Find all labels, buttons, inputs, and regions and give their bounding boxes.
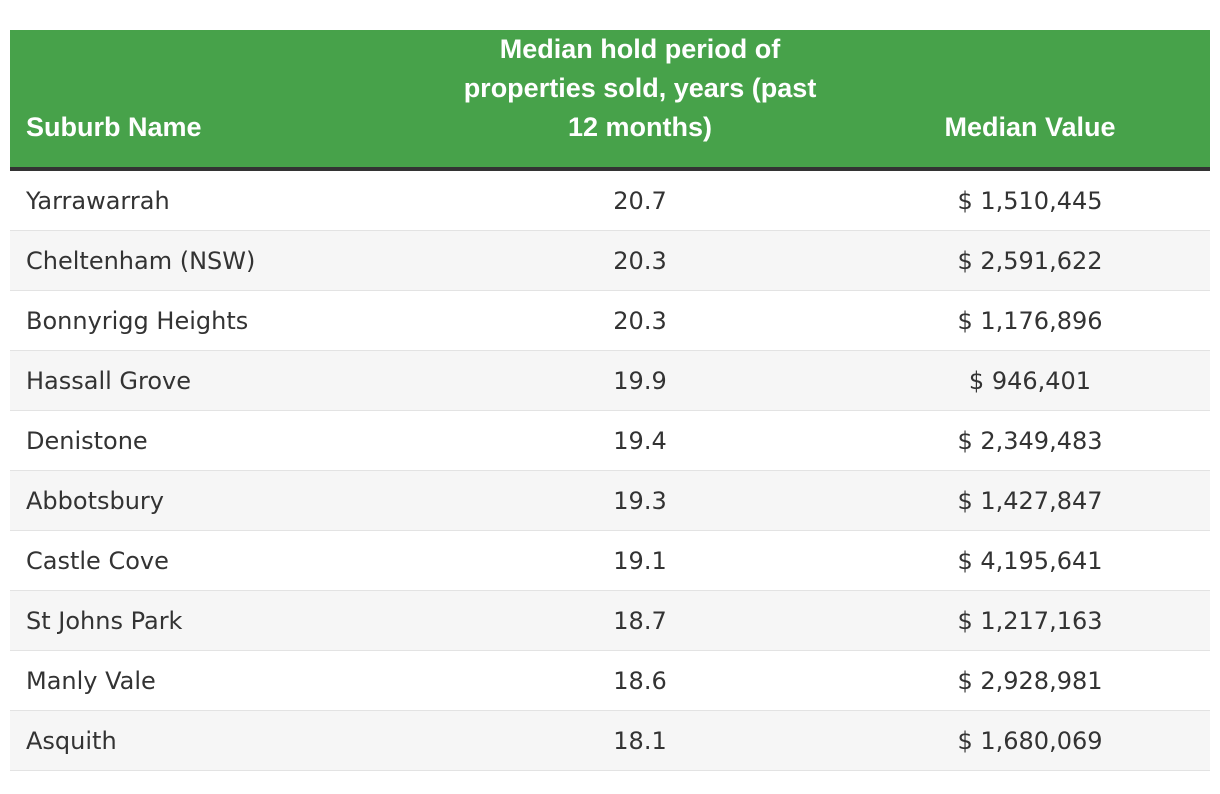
cell-suburb: Cheltenham (NSW) [10,230,430,291]
cell-suburb: Abbotsbury [10,470,430,531]
table-row: Castle Cove 19.1 $ 4,195,641 [10,530,1210,591]
cell-median-value: $ 1,176,896 [850,290,1210,351]
cell-median-value: $ 946,401 [850,350,1210,411]
table-row: Bonnyrigg Heights 20.3 $ 1,176,896 [10,290,1210,351]
header-row: Suburb Name Median hold period of proper… [10,30,1210,171]
cell-hold-period: 20.3 [430,230,850,291]
cell-median-value: $ 1,217,163 [850,590,1210,651]
cell-suburb: Bonnyrigg Heights [10,290,430,351]
header-suburb-name: Suburb Name [10,30,430,171]
cell-suburb: Castle Cove [10,530,430,591]
header-median-hold-period-label: Median hold period of properties sold, y… [463,34,817,142]
cell-hold-period: 19.4 [430,410,850,471]
cell-suburb: Asquith [10,710,430,771]
table-row: Yarrawarrah 20.7 $ 1,510,445 [10,169,1210,231]
cell-median-value: $ 1,510,445 [850,169,1210,231]
cell-suburb: St Johns Park [10,590,430,651]
table-row: Asquith 18.1 $ 1,680,069 [10,710,1210,771]
suburb-hold-period-table: Suburb Name Median hold period of proper… [10,30,1210,771]
cell-median-value: $ 4,195,641 [850,530,1210,591]
cell-suburb: Manly Vale [10,650,430,711]
cell-median-value: $ 2,349,483 [850,410,1210,471]
table-body: Yarrawarrah 20.7 $ 1,510,445 Cheltenham … [10,169,1210,771]
cell-hold-period: 19.3 [430,470,850,531]
data-table-container: Suburb Name Median hold period of proper… [10,30,1210,771]
table-row: Manly Vale 18.6 $ 2,928,981 [10,650,1210,711]
header-median-hold-period: Median hold period of properties sold, y… [430,30,850,171]
table-row: Denistone 19.4 $ 2,349,483 [10,410,1210,471]
cell-hold-period: 20.7 [430,169,850,231]
cell-median-value: $ 1,427,847 [850,470,1210,531]
table-row: Abbotsbury 19.3 $ 1,427,847 [10,470,1210,531]
cell-hold-period: 18.1 [430,710,850,771]
cell-suburb: Denistone [10,410,430,471]
cell-suburb: Yarrawarrah [10,169,430,231]
table-header: Suburb Name Median hold period of proper… [10,30,1210,171]
header-median-value: Median Value [850,30,1210,171]
cell-hold-period: 19.9 [430,350,850,411]
cell-hold-period: 19.1 [430,530,850,591]
table-row: Hassall Grove 19.9 $ 946,401 [10,350,1210,411]
cell-hold-period: 18.7 [430,590,850,651]
cell-hold-period: 20.3 [430,290,850,351]
cell-median-value: $ 2,591,622 [850,230,1210,291]
table-row: Cheltenham (NSW) 20.3 $ 2,591,622 [10,230,1210,291]
cell-hold-period: 18.6 [430,650,850,711]
cell-median-value: $ 2,928,981 [850,650,1210,711]
cell-suburb: Hassall Grove [10,350,430,411]
cell-median-value: $ 1,680,069 [850,710,1210,771]
table-row: St Johns Park 18.7 $ 1,217,163 [10,590,1210,651]
